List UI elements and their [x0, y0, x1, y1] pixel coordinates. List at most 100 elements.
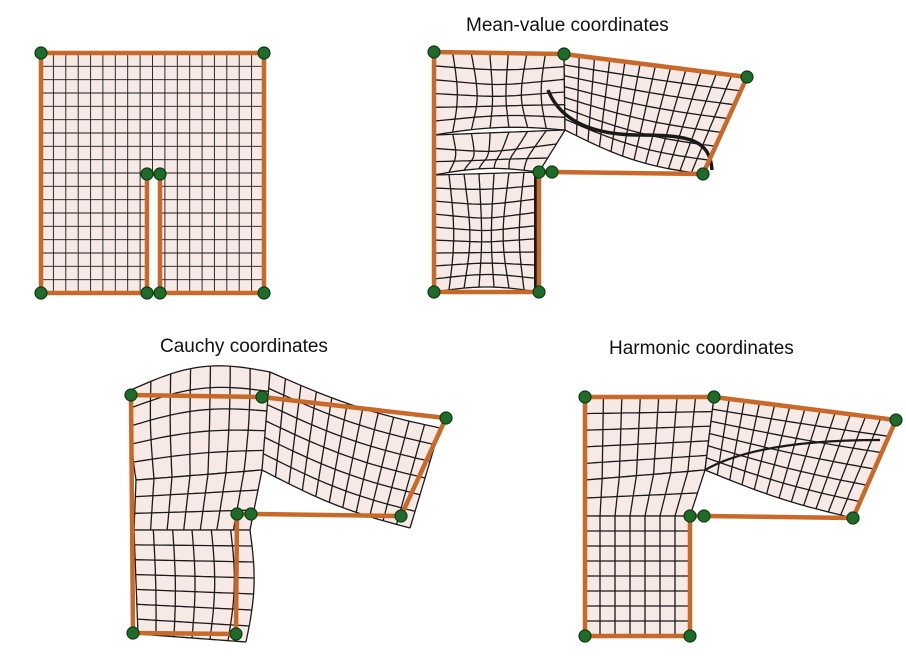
cauchy-right-arm-grid-line-h — [261, 469, 411, 529]
mean-value-top-left-grid-line-h — [433, 114, 565, 122]
mean-value-middle-grid-line-v — [463, 133, 475, 171]
cauchy-middle-grid-line-v — [149, 478, 155, 531]
panel-title-mean-value: Mean-value coordinates — [466, 15, 669, 36]
mean-value-cage-vertex — [557, 47, 571, 61]
cauchy-right-arm-grid-line-h — [263, 453, 416, 512]
mean-value-lower-leg-grid-line-h — [434, 251, 539, 254]
cauchy-cage-vertex — [229, 627, 243, 641]
panel-original — [34, 46, 271, 300]
mean-value-lower-leg-grid-line-h — [433, 171, 540, 176]
cauchy-middle-fill — [134, 470, 262, 530]
mean-value-fold-line — [546, 89, 714, 171]
harmonic-top-left-grid-line-v — [670, 396, 678, 473]
original-cage-vertex — [34, 286, 48, 300]
panel-mean-value-coordinates — [427, 45, 754, 299]
cauchy-lower-leg-grid-line-v — [133, 529, 139, 635]
mean-value-right-arm-grid-line-v — [644, 67, 672, 164]
cauchy-lower-leg-grid-line-v — [245, 529, 255, 643]
harmonic-cage-vertex — [683, 629, 697, 643]
cauchy-lower-leg-grid-line-v — [172, 529, 177, 637]
mean-value-top-left-grid-line-h — [433, 126, 566, 136]
mean-value-right-arm-grid-line-v — [610, 61, 626, 152]
mean-value-right-arm-grid-line-v — [621, 63, 641, 157]
original-cage-vertex — [153, 167, 167, 181]
mean-value-middle-grid-line-v — [508, 131, 529, 169]
cauchy-top-left-grid-line-h — [131, 429, 268, 445]
original-cage-vertex — [140, 167, 154, 181]
mean-value-lower-leg-grid-line-h — [433, 184, 540, 190]
cauchy-lower-leg-grid-line-h — [137, 618, 250, 627]
mean-value-middle-grid-line-v — [493, 131, 510, 169]
harmonic-cage-vertex — [889, 413, 903, 427]
mean-value-lower-leg-grid-line-v — [502, 172, 510, 289]
cauchy-top-left-grid-line-v — [243, 368, 251, 472]
harmonic-cage-vertex — [697, 509, 711, 523]
harmonic-right-arm-grid-line-h — [709, 432, 875, 470]
panel-harmonic-coordinates — [578, 390, 903, 643]
mean-value-right-arm-grid-line-v — [563, 54, 566, 130]
harmonic-top-left-grid-line-v — [618, 396, 623, 478]
cauchy-lower-leg-fill — [134, 530, 255, 642]
harmonic-cage-vertex — [578, 629, 592, 643]
harmonic-cage-vertex — [707, 390, 721, 404]
harmonic-cage-vertex — [578, 390, 592, 404]
cauchy-right-arm-fill — [262, 372, 440, 528]
mean-value-right-arm-grid-line-h — [564, 129, 704, 175]
cauchy-top-left-grid-line-v — [225, 366, 231, 473]
cauchy-lower-leg-grid-line-v — [209, 529, 216, 640]
cauchy-lower-leg-grid-line-h — [136, 588, 254, 595]
cauchy-right-arm-grid-line-h — [267, 404, 431, 462]
mean-value-right-arm-grid-line-h — [564, 107, 716, 147]
cauchy-lower-leg-grid-line-h — [134, 544, 252, 547]
harmonic-right-arm-grid-line-h — [712, 408, 889, 437]
mean-value-top-left-fill — [434, 52, 565, 135]
mean-value-top-left-grid-line-h — [433, 91, 565, 97]
mean-value-right-arm-grid-line-v — [690, 74, 733, 173]
cauchy-cage-vertex — [126, 626, 140, 640]
mean-value-top-left-grid-line-h — [433, 65, 565, 71]
mean-value-middle-fill — [434, 130, 565, 175]
mean-value-top-left-grid-line-h — [433, 104, 565, 108]
mean-value-lower-leg-grid-line-v — [463, 174, 471, 289]
cauchy-cage-vertex — [255, 390, 269, 404]
mean-value-middle-grid-line-v — [538, 129, 566, 173]
panel-title-harmonic: Harmonic coordinates — [609, 338, 794, 359]
harmonic-top-left-grid-line-h — [584, 425, 711, 431]
mean-value-cage-vertex — [427, 45, 441, 59]
cauchy-middle-grid-line-v — [199, 474, 209, 531]
mean-value-top-left-grid-line-h — [433, 78, 565, 86]
cauchy-top-left-grid-line-v — [189, 368, 192, 476]
mean-value-cage-vertex — [545, 165, 559, 179]
mean-value-lower-leg-grid-line-v — [518, 172, 525, 290]
cauchy-cage-vertex — [124, 388, 138, 402]
mean-value-lower-leg-grid-line-h — [433, 211, 540, 219]
cauchy-lower-leg-grid-line-h — [136, 603, 252, 611]
mean-value-right-arm-grid-line-h — [563, 64, 741, 92]
original-cage-vertex — [257, 286, 271, 300]
mean-value-lower-leg-grid-line-h — [433, 286, 540, 293]
mean-value-lower-leg-grid-line-h — [433, 198, 540, 205]
mean-value-middle-grid-line-h — [433, 129, 566, 136]
harmonic-right-arm-grid-line-h — [704, 469, 854, 519]
mean-value-right-arm-grid-line-h — [564, 75, 735, 106]
mean-value-lower-leg-grid-line-v — [448, 174, 455, 290]
mean-value-middle-grid-line-h — [433, 143, 557, 153]
cauchy-middle-grid-line-v — [166, 477, 173, 531]
harmonic-right-arm-grid-line-h — [710, 420, 882, 454]
cauchy-cage-vertex — [230, 507, 244, 521]
mean-value-lower-leg-grid-line-v — [478, 173, 483, 288]
cauchy-cage-vertex — [244, 507, 258, 521]
cauchy-top-left-grid-line-v — [169, 373, 173, 478]
mean-value-cage-vertex — [740, 70, 754, 84]
mean-value-cage-vertex — [696, 167, 710, 181]
original-cage-vertex — [34, 46, 48, 60]
mean-value-right-arm-grid-line-v — [633, 65, 657, 161]
cauchy-top-left-grid-line-h — [133, 449, 266, 463]
cauchy-lower-leg-grid-line-h — [135, 559, 254, 563]
original-cage-vertex — [153, 286, 167, 300]
harmonic-top-left-grid-line-v — [601, 397, 605, 479]
harmonic-top-left-fill — [585, 397, 714, 480]
harmonic-top-left-grid-line-v — [687, 396, 697, 472]
harmonic-cage-vertex — [846, 511, 860, 525]
